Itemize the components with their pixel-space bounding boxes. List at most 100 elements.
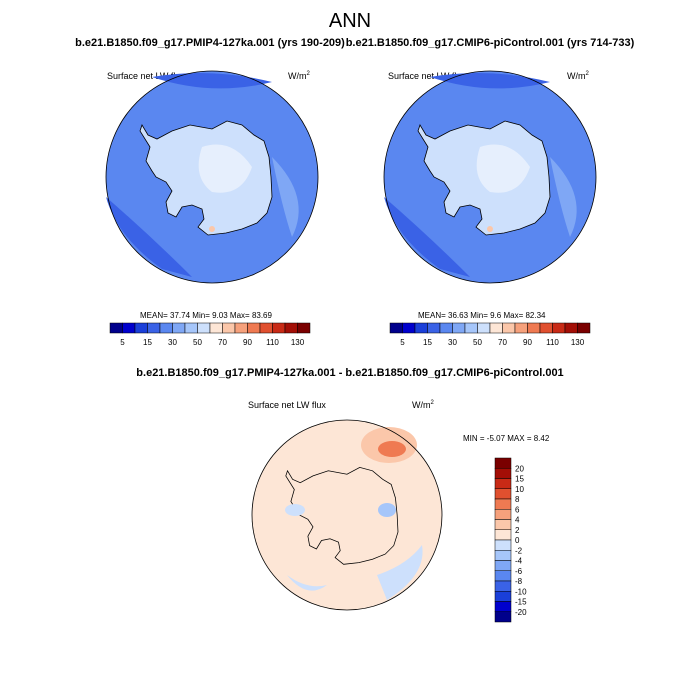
colorbar-box	[494, 478, 512, 489]
colorbar-label: -15	[515, 598, 527, 607]
colorbar-box	[494, 539, 512, 551]
map-region	[152, 73, 272, 89]
map-region	[550, 157, 577, 237]
colorbar-box	[159, 322, 173, 334]
panel: b.e21.B1850.f09_g17.PMIP4-127ka.001 - b.…	[136, 367, 564, 623]
colorbar-box	[184, 322, 198, 334]
colorbar-label: -10	[515, 587, 527, 596]
colorbar-label: 15	[515, 475, 524, 484]
stat-label: Max=	[230, 311, 250, 320]
colorbar-box	[222, 322, 236, 334]
map-region	[106, 197, 192, 277]
colorbar-box	[494, 570, 512, 582]
stat-label: MIN =	[463, 434, 485, 443]
colorbar-box	[134, 322, 148, 334]
stats: MIN = -5.07 MAX = 8.42	[463, 434, 550, 443]
colorbar-label: 30	[448, 338, 457, 347]
colorbar-label: -6	[515, 567, 523, 576]
case-title: b.e21.B1850.f09_g17.PMIP4-127ka.001 (yrs…	[75, 37, 345, 49]
stat-value: -5.07	[487, 434, 506, 443]
map-region	[285, 504, 305, 516]
panel: b.e21.B1850.f09_g17.PMIP4-127ka.001 (yrs…	[75, 37, 345, 347]
colorbar: 5 15 30 50 70 90 110 130	[389, 322, 591, 347]
colorbar-box	[464, 322, 478, 334]
colorbar-box	[234, 322, 248, 334]
map-border	[105, 70, 319, 284]
colorbar-label: 4	[515, 516, 520, 525]
stat-value: 82.34	[525, 311, 546, 320]
colorbar-box	[527, 322, 541, 334]
colorbar-box	[552, 322, 566, 334]
colorbar-label: 8	[515, 495, 520, 504]
colorbar-box	[494, 611, 512, 623]
stat-value: 9.6	[490, 311, 502, 320]
colorbar-box	[494, 498, 512, 510]
units-label: W/m2	[412, 400, 435, 410]
colorbar-box	[564, 322, 578, 334]
colorbar-label: 5	[400, 338, 405, 347]
colorbar-box	[122, 322, 136, 334]
colorbar-label: 2	[515, 526, 520, 535]
map-region	[378, 441, 406, 457]
map-region	[476, 144, 530, 193]
colorbar: 5 15 30 50 70 90 110 130	[109, 322, 311, 347]
stat-label: Min=	[470, 311, 488, 320]
colorbar-label: 30	[168, 338, 177, 347]
stat-value: 83.69	[252, 311, 273, 320]
colorbar-box	[402, 322, 416, 334]
units: W/m	[567, 71, 586, 81]
colorbar-box	[209, 322, 223, 334]
colorbar-box	[109, 322, 123, 334]
variable-label: Surface net LW flux	[248, 400, 326, 410]
variable-label: Surface net LW flux	[388, 71, 466, 81]
stat-label: Min=	[192, 311, 210, 320]
map-region	[430, 73, 550, 89]
variable-label: Surface net LW flux	[107, 71, 185, 81]
stat-value: 37.74	[170, 311, 191, 320]
colorbar-label: 50	[473, 338, 482, 347]
colorbar-box	[284, 322, 298, 334]
colorbar-label: 70	[498, 338, 507, 347]
stats: MEAN= 36.63 Min= 9.6 Max= 82.34	[418, 311, 546, 320]
map-region	[377, 545, 423, 600]
colorbar-label: 90	[243, 338, 252, 347]
colorbar-label: 130	[571, 338, 585, 347]
colorbar-box	[439, 322, 453, 334]
colorbar-box	[577, 322, 591, 334]
colorbar-label: -20	[515, 608, 527, 617]
colorbar-box	[489, 322, 503, 334]
stat-label: MEAN=	[140, 311, 168, 320]
colorbar-box	[494, 550, 512, 561]
colorbar-label: -8	[515, 577, 523, 586]
panel: b.e21.B1850.f09_g17.CMIP6-piControl.001 …	[346, 37, 635, 347]
colorbar-box	[297, 322, 311, 334]
colorbar-box	[259, 322, 273, 334]
units-label: W/m2	[288, 71, 311, 81]
stat-label: Max=	[503, 311, 523, 320]
difference-title: b.e21.B1850.f09_g17.PMIP4-127ka.001 - b.…	[136, 367, 563, 379]
stat-value: 36.63	[448, 311, 469, 320]
colorbar-label: 6	[515, 505, 520, 514]
colorbar-box	[494, 488, 512, 500]
colorbar-label: -4	[515, 557, 523, 566]
colorbar-box	[494, 601, 512, 612]
colorbar-box	[494, 509, 512, 520]
map	[251, 419, 443, 611]
colorbar-box	[494, 591, 512, 602]
map-region	[287, 575, 327, 591]
colorbar-box	[494, 580, 512, 592]
colorbar-label: 130	[291, 338, 305, 347]
colorbar-label: 15	[143, 338, 152, 347]
colorbar-box	[247, 322, 261, 334]
colorbar-label: 110	[266, 338, 279, 347]
colorbar-box	[414, 322, 428, 334]
units-label: W/m2	[567, 71, 590, 81]
map-border	[251, 419, 443, 611]
units: W/m	[288, 71, 307, 81]
stats: MEAN= 37.74 Min= 9.03 Max= 83.69	[140, 311, 273, 320]
colorbar-box	[427, 322, 441, 334]
colorbar-box	[539, 322, 553, 334]
map-region	[384, 197, 470, 277]
